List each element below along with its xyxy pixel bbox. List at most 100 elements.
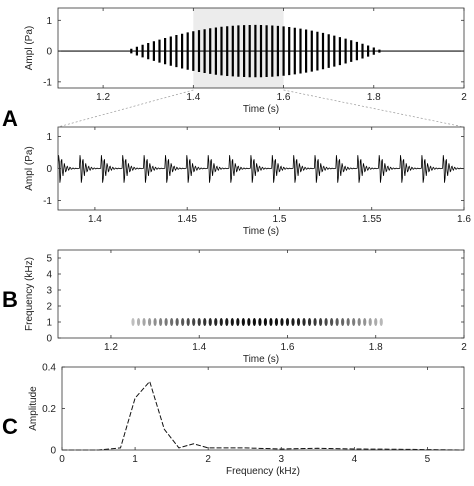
x-tick-label: 1.45: [177, 214, 197, 225]
spectrogram-pulse: [318, 318, 323, 326]
x-tick-label: 2: [461, 92, 467, 103]
y-tick-label: 0: [46, 47, 52, 58]
spectrogram-pulse: [374, 318, 378, 326]
spectrogram-pulse: [379, 318, 383, 326]
waveform-zoom-panel: 1.4 1.45 1.5 1.55 1.6 -1 0 1 Time (s) Ampl (Pa): [24, 126, 471, 237]
spectrogram-pulse: [214, 318, 218, 326]
spectrogram-pulse: [302, 318, 306, 326]
y-tick-label: 0: [50, 446, 56, 457]
spectrogram-panel: 1.2 1.4 1.6 1.8 2 0 1 2 3 4 5 Time (s) Frequency (kH…: [24, 249, 467, 365]
zoom-connector-right: [283, 89, 465, 128]
x-tick-label: 1.6: [281, 342, 295, 353]
spectrogram-pulse: [341, 318, 345, 326]
spectrogram-pulse: [324, 318, 328, 326]
spectrogram-pulse: [131, 318, 135, 326]
y-tick-label: 3: [46, 286, 52, 297]
x-tick-label: 1.8: [369, 342, 383, 353]
x-tick-label: 1: [132, 454, 138, 465]
spectrogram-pulse: [263, 318, 268, 326]
spectrogram-pulse: [330, 318, 334, 326]
spectrogram-pulse: [225, 318, 229, 326]
spectrogram-pulse: [274, 318, 279, 326]
x-axis-label: Time (s): [243, 354, 279, 365]
y-tick-label: 5: [46, 254, 52, 265]
panel-label-b: B: [2, 287, 18, 312]
y-axis-label: Ampl (Pa): [24, 146, 35, 190]
y-tick-label: 0: [46, 334, 52, 345]
x-tick-label: 1.6: [277, 92, 291, 103]
y-tick-label: 0: [46, 164, 52, 175]
spectrogram-pulse: [296, 318, 301, 326]
y-tick-label: -1: [43, 77, 52, 88]
spectrogram-pulse: [230, 318, 234, 326]
x-tick-label: 2: [205, 454, 211, 465]
y-axis-label: Frequency (kHz): [24, 257, 35, 331]
spectrogram-pulse: [247, 318, 251, 326]
zoom-connector-left: [57, 89, 194, 128]
spectrogram-pulse: [208, 318, 212, 326]
plot-area: [131, 318, 383, 326]
x-tick-label: 5: [425, 454, 431, 465]
spectrogram-pulse: [368, 318, 372, 326]
spectrogram-pulse: [170, 318, 174, 326]
panel-label-a: A: [2, 106, 18, 131]
panel-label-c: C: [2, 414, 18, 439]
spectrogram-pulse: [241, 318, 245, 326]
zoom-connectors: [57, 89, 465, 128]
spectrogram-pulse: [313, 318, 317, 326]
x-tick-label: 3: [278, 454, 284, 465]
spectrogram-pulse: [181, 318, 185, 326]
y-tick-label: 0.4: [42, 363, 56, 374]
y-tick-label: 1: [46, 16, 52, 27]
spectrogram-pulse: [269, 318, 273, 326]
spectrogram-pulse: [236, 318, 240, 326]
spectrogram-pulse: [164, 318, 168, 326]
x-tick-label: 2: [461, 342, 467, 353]
x-axis-label: Time (s): [243, 226, 279, 237]
plot-area: [57, 155, 465, 183]
y-tick-label: -1: [43, 196, 52, 207]
spectrogram-pulse: [346, 318, 350, 326]
x-tick-label: 1.4: [88, 214, 102, 225]
spectrogram-pulse: [147, 318, 152, 326]
spectrogram-pulse: [142, 318, 146, 326]
spectrogram-pulse: [159, 318, 163, 326]
spectrogram-pulse: [280, 318, 284, 326]
spectrogram-pulse: [219, 318, 223, 326]
waveform-trace: [130, 24, 381, 78]
y-tick-label: 1: [46, 318, 52, 329]
x-axis-label: Frequency (kHz): [226, 466, 300, 477]
x-tick-label: 1.2: [96, 92, 110, 103]
spectrogram-pulse: [175, 318, 179, 326]
spectrogram-pulse: [136, 318, 141, 326]
spectrogram-pulse: [363, 318, 367, 326]
spectrogram-pulse: [352, 318, 356, 326]
spectrogram-pulse: [186, 318, 190, 326]
spectrogram-pulse: [285, 318, 290, 326]
spectrogram-pulse: [357, 318, 361, 326]
y-tick-label: 4: [46, 270, 52, 281]
plot-area: [58, 24, 464, 78]
x-tick-label: 1.55: [362, 214, 382, 225]
spectrum-panel: 0 1 2 3 4 5 0 0.2 0.4 Frequency (kHz) Amplitude: [28, 363, 465, 477]
x-tick-label: 1.2: [104, 342, 118, 353]
waveform-panel: 1.2 1.4 1.6 1.8 2 -1 0 1 Time (s) Ampl (Pa): [24, 7, 467, 115]
spectrogram-pulse: [252, 318, 256, 326]
x-tick-label: 1.5: [273, 214, 287, 225]
spectrum-line: [62, 380, 465, 451]
axes-frame: [57, 249, 465, 339]
spectrogram-pulse: [153, 318, 157, 326]
axes-frame: [57, 7, 465, 89]
x-tick-label: 1.6: [457, 214, 471, 225]
spectrogram-pulse: [307, 318, 312, 326]
waveform-zoom-trace: [57, 155, 465, 183]
x-axis-label: Time (s): [243, 104, 279, 115]
spectrogram-pulse: [192, 318, 196, 326]
x-tick-label: 1.4: [186, 92, 200, 103]
y-tick-label: 2: [46, 302, 52, 313]
x-tick-label: 1.8: [367, 92, 381, 103]
x-tick-label: 4: [352, 454, 358, 465]
plot-area: [62, 380, 465, 451]
spectrogram-pulse: [203, 318, 207, 326]
